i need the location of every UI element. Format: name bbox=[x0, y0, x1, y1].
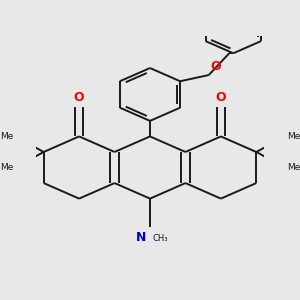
Text: O: O bbox=[216, 91, 226, 104]
Text: Me: Me bbox=[287, 163, 300, 172]
Text: Me: Me bbox=[0, 163, 13, 172]
Text: N: N bbox=[136, 231, 147, 244]
Text: Me: Me bbox=[287, 132, 300, 141]
Text: O: O bbox=[211, 61, 221, 74]
Text: O: O bbox=[74, 91, 84, 104]
Text: Me: Me bbox=[0, 132, 13, 141]
Text: CH₃: CH₃ bbox=[152, 234, 167, 243]
